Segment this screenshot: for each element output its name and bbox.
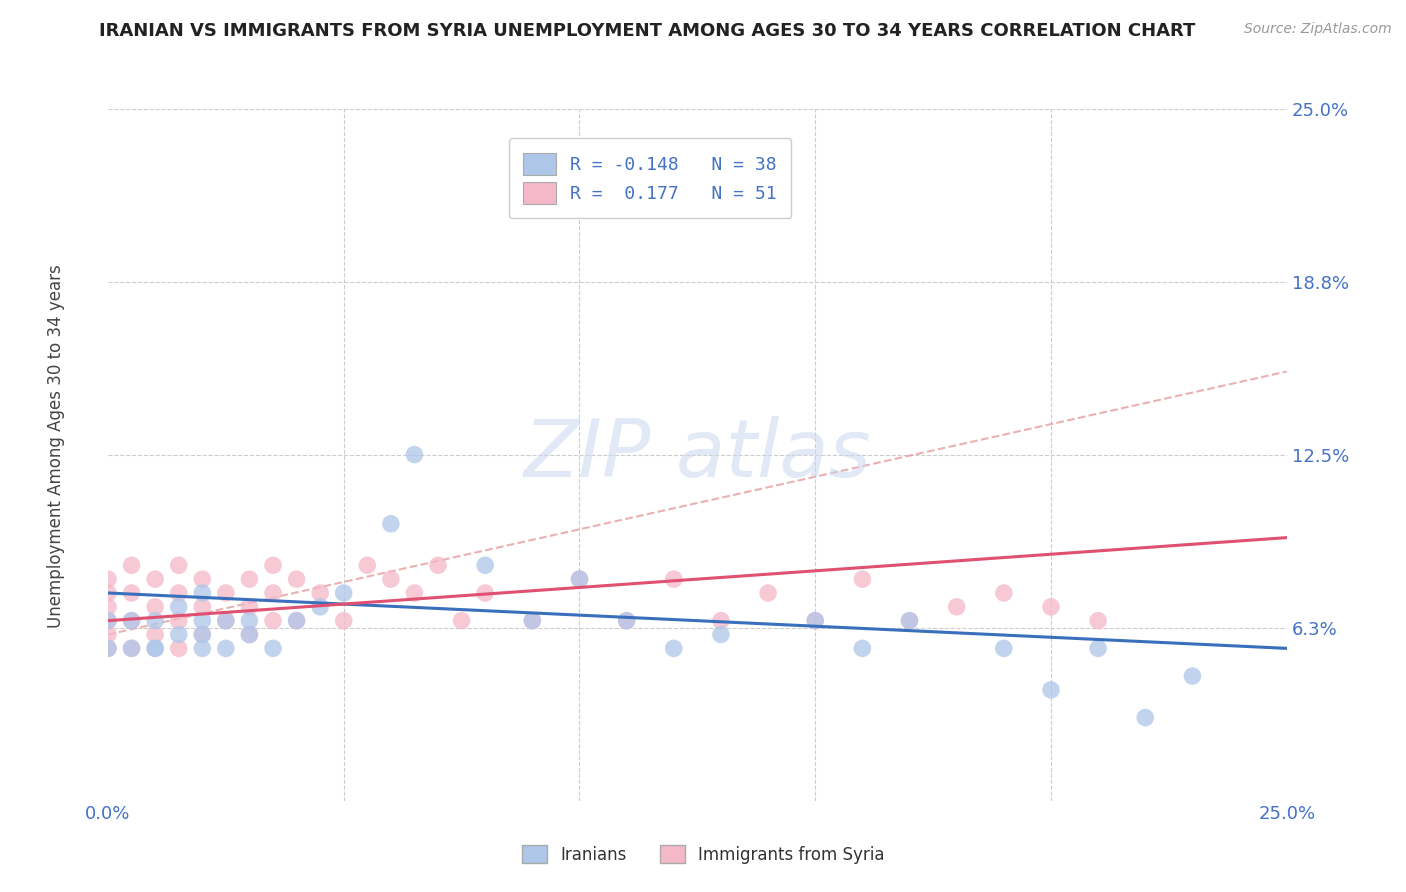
Point [662,641,685,656]
Point [332,614,354,628]
Point [143,614,166,628]
Point [238,599,260,614]
Point [568,572,591,586]
Point [191,641,214,656]
Point [191,599,214,614]
Point [143,572,166,586]
Point [804,614,827,628]
Point [1087,641,1109,656]
Point [309,586,332,600]
Point [285,614,308,628]
Point [191,572,214,586]
Point [97,572,120,586]
Point [167,627,190,641]
Point [97,614,120,628]
Point [238,614,260,628]
Point [710,614,733,628]
Point [380,516,402,531]
Point [121,614,143,628]
Point [662,572,685,586]
Point [1181,669,1204,683]
Point [993,641,1015,656]
Point [167,599,190,614]
Point [427,558,450,573]
Point [851,641,873,656]
Text: IRANIAN VS IMMIGRANTS FROM SYRIA UNEMPLOYMENT AMONG AGES 30 TO 34 YEARS CORRELAT: IRANIAN VS IMMIGRANTS FROM SYRIA UNEMPLO… [98,22,1195,40]
Point [97,586,120,600]
Point [404,586,426,600]
Point [121,641,143,656]
Point [215,614,238,628]
Point [522,614,544,628]
Point [332,586,354,600]
Point [167,614,190,628]
Text: Source: ZipAtlas.com: Source: ZipAtlas.com [1244,22,1392,37]
Point [898,614,921,628]
Point [380,572,402,586]
Point [191,614,214,628]
Point [238,627,260,641]
Text: Unemployment Among Ages 30 to 34 years: Unemployment Among Ages 30 to 34 years [48,264,65,628]
Point [167,641,190,656]
Point [1087,614,1109,628]
Text: ZIP atlas: ZIP atlas [523,416,872,493]
Point [121,641,143,656]
Point [121,614,143,628]
Point [121,558,143,573]
Point [568,572,591,586]
Point [356,558,378,573]
Point [143,599,166,614]
Point [238,627,260,641]
Point [898,614,921,628]
Point [143,641,166,656]
Point [804,614,827,628]
Point [262,641,284,656]
Point [309,599,332,614]
Point [143,627,166,641]
Point [285,572,308,586]
Point [450,614,472,628]
Point [215,614,238,628]
Point [97,641,120,656]
Point [1039,682,1062,697]
Point [191,586,214,600]
Point [474,586,496,600]
Point [262,558,284,573]
Point [710,627,733,641]
Point [143,641,166,656]
Point [191,627,214,641]
Point [97,614,120,628]
Legend: Iranians, Immigrants from Syria: Iranians, Immigrants from Syria [515,838,891,871]
Point [1135,710,1157,724]
Point [404,448,426,462]
Point [167,558,190,573]
Point [474,558,496,573]
Point [121,586,143,600]
Point [97,627,120,641]
Point [191,627,214,641]
Point [262,614,284,628]
Point [945,599,967,614]
Point [756,586,779,600]
Point [616,614,638,628]
Point [238,572,260,586]
Point [756,198,779,212]
Legend: R = -0.148   N = 38, R =  0.177   N = 51: R = -0.148 N = 38, R = 0.177 N = 51 [509,138,792,219]
Point [285,614,308,628]
Point [1039,599,1062,614]
Point [993,586,1015,600]
Point [262,586,284,600]
Point [97,599,120,614]
Point [522,614,544,628]
Point [97,641,120,656]
Point [215,586,238,600]
Point [616,614,638,628]
Point [215,641,238,656]
Point [851,572,873,586]
Point [167,586,190,600]
